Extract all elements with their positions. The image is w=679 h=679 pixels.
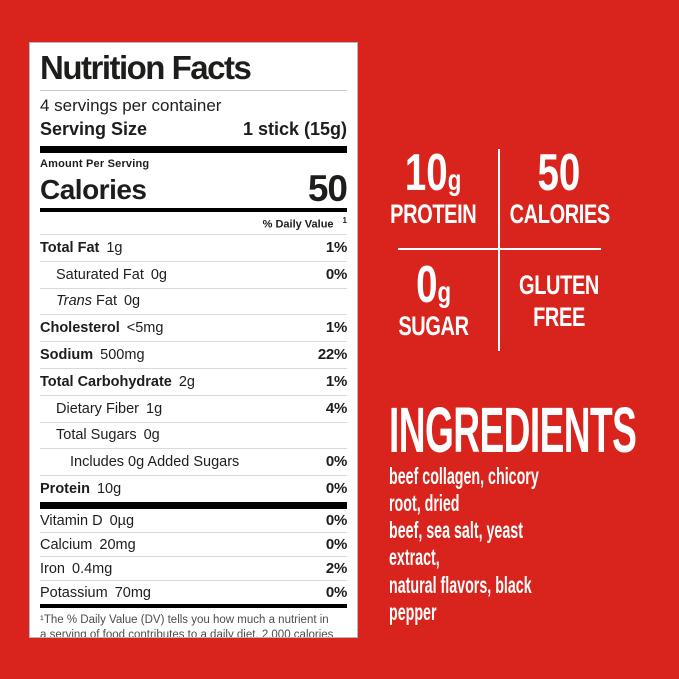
nutrient-row-vitamin-d: Vitamin D 0µg 0% [40,511,347,529]
divider-bar-thick [40,145,347,153]
highlight-protein: 10g PROTEIN [375,134,492,246]
serving-size-label: Serving Size [40,118,148,139]
nutrient-row-potassium: Potassium 70mg 0% [40,579,347,604]
highlight-sugar: 0g SUGAR [375,246,492,358]
amount-per-serving-label: Amount Per Serving [40,157,150,170]
divider-bar-medium [40,208,347,213]
micronutrient-rows: Vitamin D 0µg 0% Calcium 20mg 0% Iron 0.… [40,509,347,604]
sugar-label: SUGAR [398,310,469,341]
ingredients-list: beef collagen, chicory root, dried beef,… [389,463,539,625]
nutrition-facts-panel: Nutrition Facts 4 servings per container… [29,42,358,638]
serving-size-value: 1 stick (15g) [242,118,347,139]
highlight-calories: 50 CALORIES [492,134,628,246]
nutrient-row-dietary-fiber: Dietary Fiber 1g 4% [40,394,347,422]
divider-bar-thick [40,501,347,509]
quadrant-divider-horizontal [398,248,601,250]
footnote-mark: 1 [342,216,347,226]
highlights-grid: 10g PROTEIN 50 CALORIES 0g SUGAR GLUTEN … [375,134,625,358]
nutrient-row-protein: Protein 10g 0% [40,474,347,502]
nutrient-row-total-carbohydrate: Total Carbohydrate 2g 1% [40,367,347,395]
daily-value-footnote: ¹The % Daily Value (DV) tells you how mu… [40,613,334,638]
calories-row: Calories 50 [40,167,348,209]
nutrient-row-trans-fat: Trans Fat 0g [40,287,347,314]
nutrient-row-calcium: Calcium 20mg 0% [40,531,347,556]
nutrient-row-total-sugars: Total Sugars 0g [40,421,347,448]
calories-value: 50 [307,167,348,209]
sugar-value: 0 [415,256,438,315]
servings-per-container: 4 servings per container [40,95,222,115]
ingredients-heading: INGREDIENTS [389,394,637,466]
calories-highlight-label: CALORIES [509,198,610,229]
nutrient-row-added-sugars: Includes 0g Added Sugars 0% [40,447,347,475]
nutrient-row-iron: Iron 0.4mg 2% [40,555,347,580]
highlight-gluten-free: GLUTEN FREE [492,246,628,358]
nutrition-facts-title: Nutrition Facts [40,51,347,91]
serving-size-row: Serving Size 1 stick (15g) [40,119,347,146]
protein-unit: g [447,164,462,198]
sugar-unit: g [437,276,451,310]
nutrient-row-total-fat: Total Fat 1g 1% [40,233,347,261]
gluten-free-label: GLUTEN FREE [519,270,600,332]
quadrant-divider-vertical [498,149,500,351]
daily-value-header: % Daily Value 1 [262,216,347,231]
nutrient-row-sodium: Sodium 500mg 22% [40,340,347,368]
protein-label: PROTEIN [390,198,477,229]
nutrient-row-saturated-fat: Saturated Fat 0g 0% [40,260,347,288]
nutrient-row-cholesterol: Cholesterol <5mg 1% [40,313,347,341]
calories-label: Calories [40,174,147,206]
calories-highlight-value: 50 [537,144,581,203]
protein-value: 10 [405,144,448,203]
nutrient-rows: Total Fat 1g 1% Saturated Fat 0g 0% Tran… [40,233,347,502]
divider-bar-medium [40,603,347,608]
